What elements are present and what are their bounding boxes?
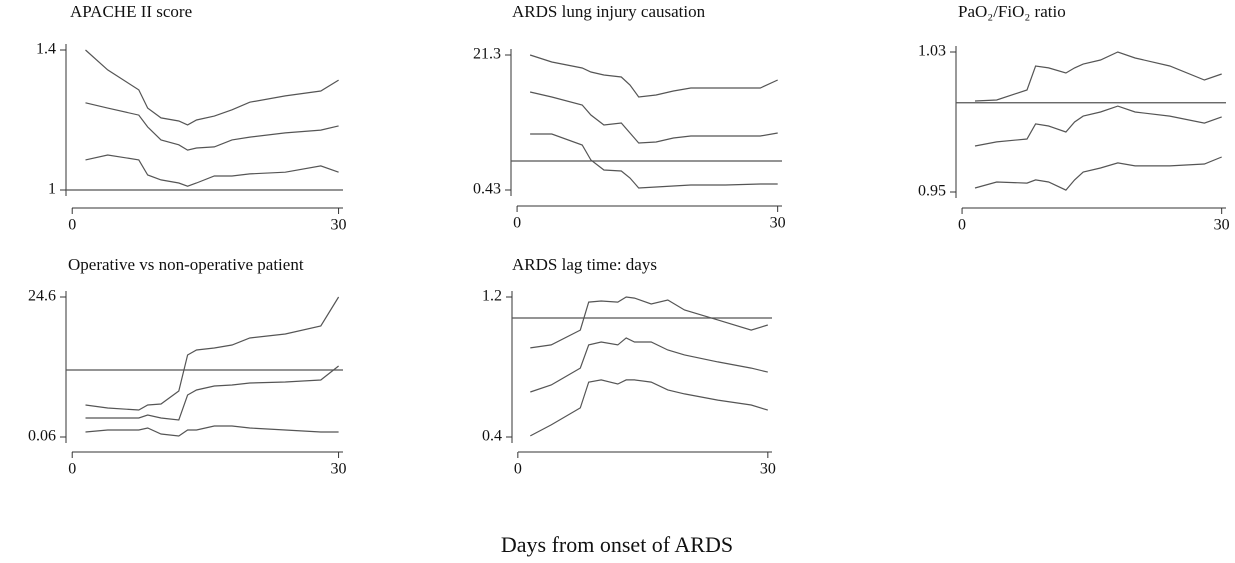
y-tick-label: 0.06 — [28, 428, 56, 445]
series-line — [85, 102, 339, 151]
series-line — [530, 379, 768, 437]
y-tick-label: 0.4 — [482, 428, 502, 445]
x-tick-label: 30 — [1214, 217, 1230, 234]
series-line — [974, 105, 1222, 147]
y-tick-label: 0.43 — [473, 181, 501, 198]
series-line — [974, 51, 1222, 102]
y-tick-label: 1 — [48, 181, 56, 198]
x-tick-label: 0 — [68, 461, 76, 478]
y-tick-label: 1.03 — [918, 43, 946, 60]
series-line — [529, 54, 778, 98]
chart-title: APACHE II score — [70, 2, 192, 21]
series-line — [529, 91, 778, 144]
series-line — [530, 337, 768, 393]
series-line — [85, 296, 340, 411]
y-tick-label: 21.3 — [473, 46, 501, 63]
x-tick-label: 30 — [760, 461, 776, 478]
chart-title: ARDS lung injury causation — [512, 2, 706, 21]
y-tick-label: 1.2 — [482, 288, 502, 305]
x-axis-label: Days from onset of ARDS — [501, 532, 733, 557]
y-tick-label: 0.95 — [918, 183, 946, 200]
series-line — [85, 49, 339, 126]
chart-title: PaO₂/FiO₂ ratio — [958, 2, 1066, 21]
x-tick-label: 30 — [331, 461, 347, 478]
x-tick-label: 30 — [770, 215, 786, 232]
series-line — [974, 156, 1222, 191]
series-line — [530, 296, 768, 349]
x-tick-label: 0 — [513, 215, 521, 232]
series-line — [85, 365, 339, 421]
series-line — [85, 425, 339, 437]
y-tick-label: 1.4 — [36, 41, 56, 58]
x-tick-label: 0 — [68, 217, 76, 234]
chart-title: ARDS lag time: days — [512, 255, 657, 274]
chart-title: Operative vs non-operative patient — [68, 255, 304, 274]
x-tick-label: 30 — [331, 217, 347, 234]
x-tick-label: 0 — [514, 461, 522, 478]
series-line — [530, 133, 778, 189]
x-tick-label: 0 — [958, 217, 966, 234]
y-tick-label: 24.6 — [28, 288, 56, 305]
series-line — [85, 154, 339, 187]
